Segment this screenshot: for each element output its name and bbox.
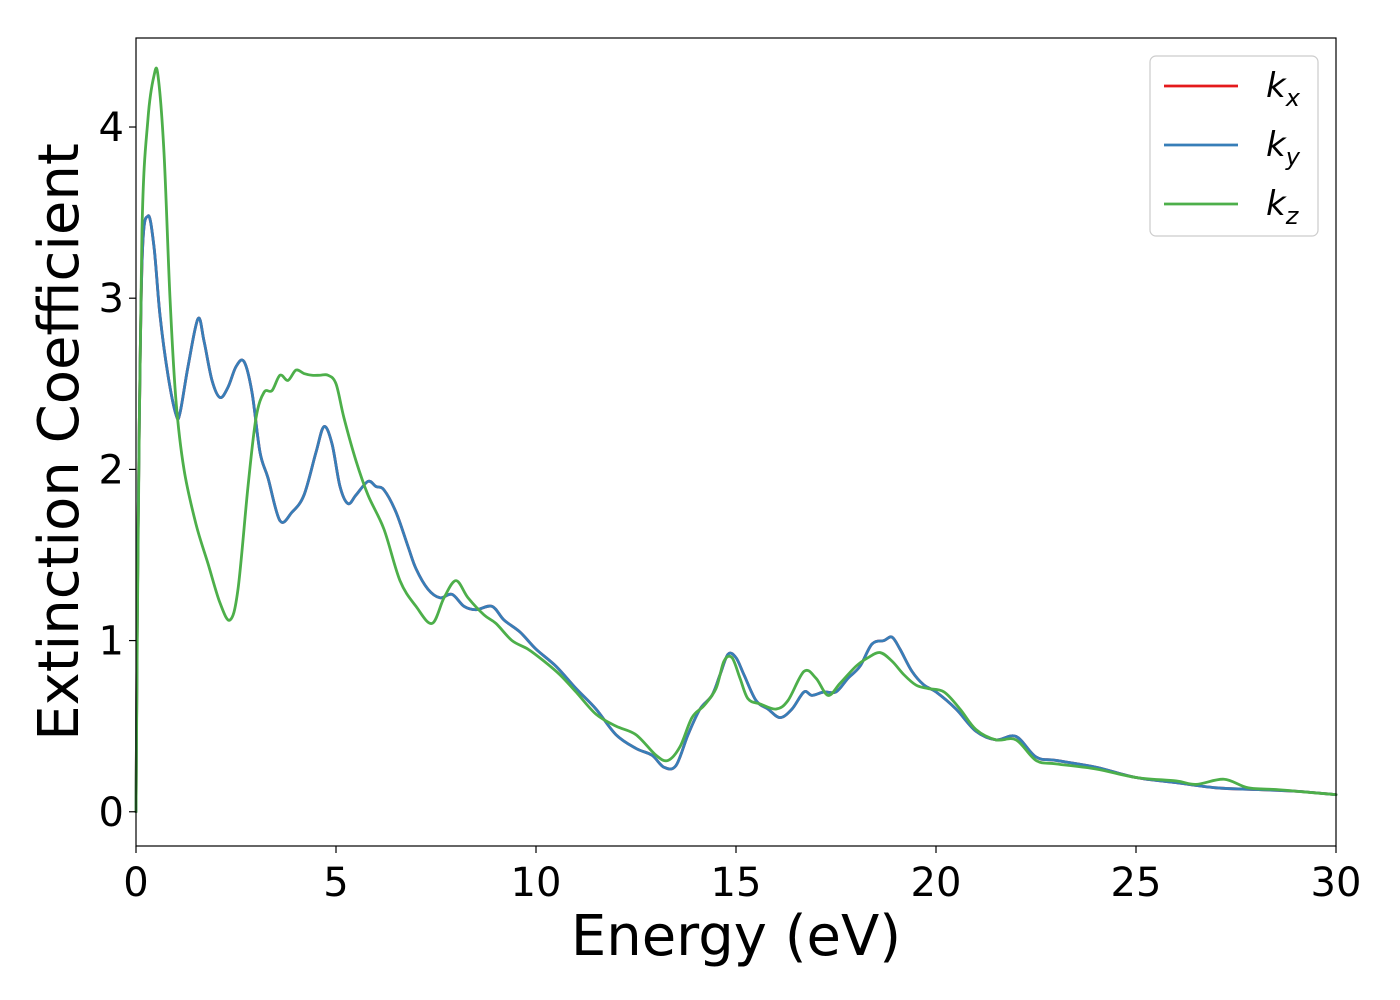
x-tick-label: 10 (511, 860, 562, 906)
y-axis-ticks: 0 1 2 3 4 (99, 105, 136, 836)
series-layer (134, 66, 1338, 814)
y-axis-label: Extinction Coefficient (27, 143, 92, 741)
y-tick-label: 4 (99, 105, 124, 151)
x-tick-label: 30 (1311, 860, 1362, 906)
y-tick-label: 1 (99, 619, 124, 665)
x-axis-ticks: 0 5 10 15 20 25 30 (123, 846, 1361, 906)
series-line-ky (134, 214, 1338, 814)
series-line-kz (134, 66, 1338, 814)
legend-label-ky: ky (1266, 125, 1301, 171)
x-axis-label: Energy (eV) (571, 904, 901, 969)
legend: kx ky kz (1149, 55, 1319, 237)
y-tick-label: 2 (99, 447, 124, 493)
x-tick-label: 15 (711, 860, 762, 906)
x-tick-label: 25 (1111, 860, 1162, 906)
y-tick-label: 0 (99, 790, 124, 836)
legend-label-kz: kz (1266, 184, 1300, 230)
y-tick-label: 3 (99, 276, 124, 322)
x-tick-label: 20 (911, 860, 962, 906)
x-tick-label: 5 (323, 860, 348, 906)
legend-label-kx: kx (1266, 66, 1301, 112)
x-tick-label: 0 (123, 860, 148, 906)
